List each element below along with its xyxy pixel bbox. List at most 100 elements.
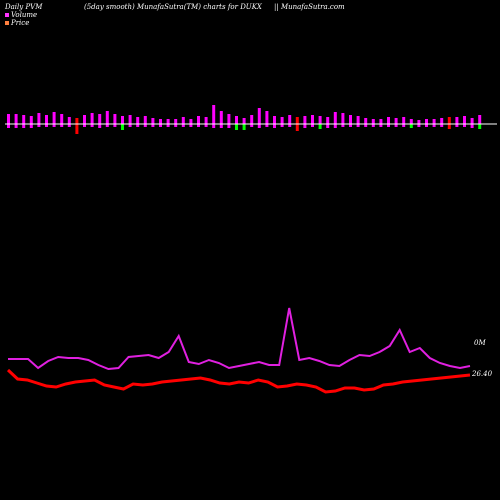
legend-price: Price	[5, 19, 29, 27]
pvm-bar-down	[75, 124, 79, 134]
pvm-bar-down	[29, 124, 33, 128]
volume-line	[8, 307, 471, 371]
pvm-bar-up	[151, 118, 155, 124]
chart-title-left: Daily PVM	[5, 3, 43, 11]
pvm-bar-down	[151, 124, 155, 127]
pvm-bar-up	[280, 117, 284, 124]
pvm-bars	[7, 105, 482, 134]
pvm-bar-down	[447, 124, 451, 129]
pvm-bar-up	[387, 117, 390, 124]
pvm-bar-down	[83, 124, 86, 127]
pvm-bar-down	[318, 124, 322, 129]
legend-volume: Volume	[5, 11, 37, 19]
pvm-bar-up	[174, 119, 178, 124]
pvm-bar-up	[159, 119, 162, 124]
pvm-bar-up	[349, 115, 352, 124]
pvm-bar-up	[22, 115, 26, 124]
pvm-bar-down	[67, 124, 71, 127]
pvm-bar-down	[227, 124, 231, 128]
pvm-bar-up	[189, 119, 193, 124]
pvm-bar-up	[379, 119, 383, 124]
pvm-bar-up	[447, 117, 451, 124]
pvm-bar-down	[37, 124, 41, 127]
pvm-bar-down	[288, 124, 292, 127]
pvm-bar-down	[204, 124, 208, 127]
pvm-bar-up	[341, 113, 345, 124]
pvm-bar-up	[136, 117, 140, 124]
pvm-bar-up	[113, 114, 117, 124]
pvm-bar-down	[295, 124, 299, 131]
chart-title-source: || MunafaSutra.com	[274, 3, 345, 11]
pvm-bar-up	[14, 114, 18, 124]
pvm-bar-down	[265, 124, 269, 127]
pvm-bar-down	[417, 124, 421, 127]
pvm-bar-down	[341, 124, 345, 127]
pvm-bar-down	[166, 124, 170, 127]
pvm-bar-down	[98, 124, 102, 128]
pvm-bar-up	[242, 118, 246, 124]
pvm-bar-up	[98, 114, 102, 124]
pvm-bar-up	[235, 116, 238, 124]
pvm-bar-down	[181, 124, 185, 127]
pvm-bar-up	[371, 119, 375, 124]
pvm-bar-down	[143, 124, 147, 127]
pvm-bar-down	[113, 124, 117, 127]
pvm-bar-down	[333, 124, 337, 128]
pvm-bar-down	[402, 124, 406, 127]
pvm-bar-up	[181, 117, 185, 124]
pvm-bar-up	[311, 115, 314, 124]
pvm-bar-up	[219, 111, 223, 124]
pvm-bar-up	[45, 115, 48, 124]
pvm-bar-up	[432, 119, 436, 124]
pvm-bar-up	[227, 114, 231, 124]
pvm-bar-down	[463, 124, 466, 127]
pvm-bar-down	[273, 124, 276, 128]
pvm-bar-up	[273, 116, 276, 124]
pvm-bar-up	[83, 115, 86, 124]
pvm-bar-down	[60, 124, 64, 127]
pvm-bar-down	[394, 124, 398, 127]
pvm-bar-up	[52, 112, 56, 124]
price-value-label: 26.40	[471, 370, 493, 378]
pvm-bar-down	[121, 124, 124, 130]
pvm-bar-up	[257, 108, 261, 124]
pvm-bar-down	[174, 124, 178, 127]
pvm-bar-down	[219, 124, 223, 128]
pvm-bar-up	[7, 114, 10, 124]
pvm-bar-up	[356, 116, 360, 124]
pvm-bar-up	[265, 111, 269, 124]
pvm-bar-down	[425, 124, 428, 127]
pvm-bar-down	[159, 124, 162, 127]
pvm-bar-up	[60, 114, 64, 124]
pvm-bar-down	[105, 124, 109, 127]
pvm-bar-down	[364, 124, 368, 127]
pvm-bar-down	[371, 124, 375, 127]
price-line	[6, 368, 471, 394]
pvm-bar-down	[242, 124, 246, 130]
pvm-bar-down	[7, 124, 10, 128]
pvm-bar-up	[478, 115, 482, 124]
pvm-bar-down	[326, 124, 330, 128]
pvm-bar-down	[90, 124, 94, 127]
pvm-bar-up	[318, 116, 322, 124]
pvm-bar-up	[37, 113, 41, 124]
pvm-bar-down	[22, 124, 26, 128]
legend-price-label: Price	[11, 19, 30, 27]
pvm-bar-down	[128, 124, 132, 127]
pvm-bar-up	[204, 117, 208, 124]
pvm-bar-up	[67, 117, 71, 124]
pvm-bar-down	[212, 124, 216, 128]
pvm-bar-up	[197, 116, 200, 124]
pvm-bar-up	[143, 116, 147, 124]
volume-value-label: 0M	[474, 339, 486, 347]
pvm-bar-down	[136, 124, 140, 127]
pvm-bar-down	[311, 124, 314, 127]
pvm-bar-down	[250, 124, 254, 127]
pvm-bar-down	[235, 124, 238, 130]
pvm-bar-up	[295, 117, 299, 124]
pvm-bar-up	[440, 118, 444, 124]
pvm-bar-up	[303, 116, 307, 124]
pvm-bar-up	[75, 118, 79, 124]
legend-volume-swatch	[5, 13, 9, 17]
